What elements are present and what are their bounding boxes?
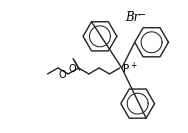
Text: Br: Br bbox=[125, 11, 139, 24]
Text: O: O bbox=[68, 63, 76, 74]
Text: O: O bbox=[59, 70, 66, 80]
Text: −: − bbox=[138, 10, 146, 20]
Text: P: P bbox=[123, 64, 129, 74]
Text: +: + bbox=[130, 61, 136, 70]
